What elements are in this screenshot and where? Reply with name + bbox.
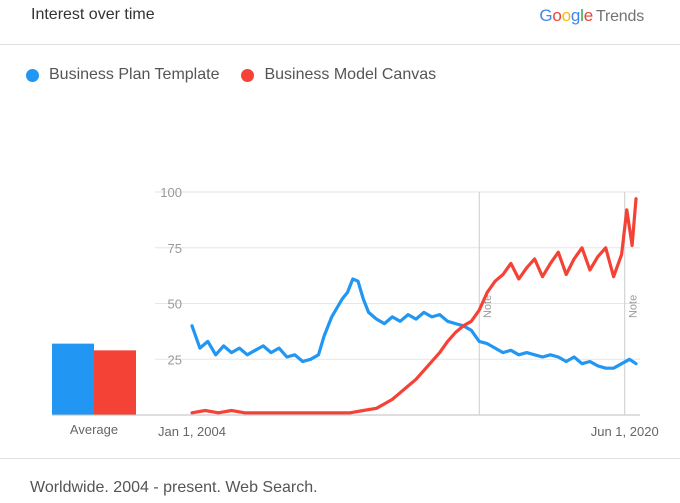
chart-header: Interest over time Google Trends xyxy=(0,0,680,45)
y-tick-label: 25 xyxy=(168,352,182,367)
legend-label: Business Plan Template xyxy=(49,66,220,83)
series-lines xyxy=(190,197,638,415)
legend-dot-blue-icon xyxy=(26,68,39,82)
footer-text: Worldwide. 2004 - present. Web Search. xyxy=(30,479,318,496)
average-bar-1 xyxy=(94,350,136,415)
google-wordmark: Google xyxy=(539,6,593,25)
y-tick-label: 100 xyxy=(160,185,182,200)
x-tick-label: Jan 1, 2004 xyxy=(158,424,226,439)
legend-item-business-plan-template[interactable]: Business Plan Template xyxy=(26,66,219,84)
x-tick-label: Jun 1, 2020 xyxy=(591,424,659,439)
legend-dot-red-icon xyxy=(241,68,255,82)
google-trends-logo: Google Trends xyxy=(539,6,644,26)
legend-item-business-model-canvas[interactable]: Business Model Canvas xyxy=(241,66,436,84)
note-label: Note xyxy=(628,295,640,318)
chart-title: Interest over time xyxy=(31,6,155,23)
chart-footer: Worldwide. 2004 - present. Web Search. xyxy=(0,458,680,503)
average-bar-0 xyxy=(52,343,94,415)
chart-legend: Business Plan Template Business Model Ca… xyxy=(26,66,458,84)
y-tick-label: 50 xyxy=(168,297,182,312)
series-line-0 xyxy=(190,277,638,370)
average-bars xyxy=(52,343,136,415)
axis-labels: 25 50 75 100 Jan 1, 2004 Jun 1, 2020 Average xyxy=(70,185,659,439)
series-line-1 xyxy=(190,197,638,415)
trends-wordmark: Trends xyxy=(595,8,644,25)
y-tick-label: 75 xyxy=(168,241,182,256)
grid-lines xyxy=(52,191,640,416)
average-label: Average xyxy=(70,422,118,437)
legend-label: Business Model Canvas xyxy=(264,66,437,83)
